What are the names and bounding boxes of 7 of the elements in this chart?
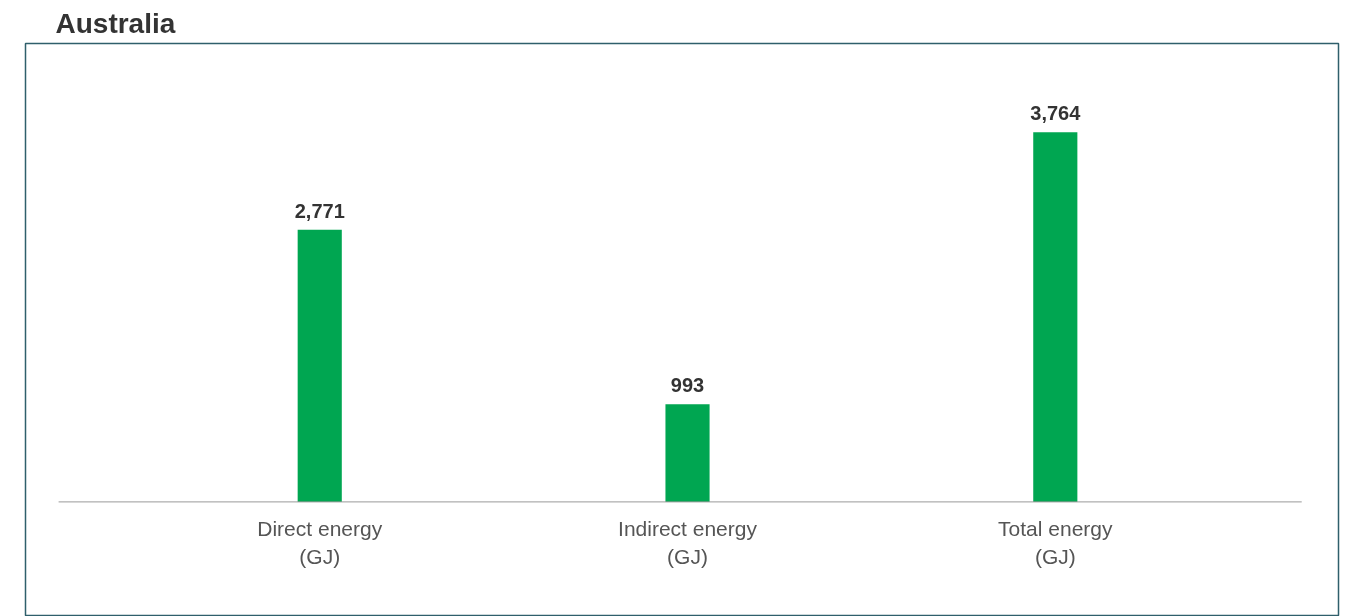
data-label: 3,764 bbox=[1030, 102, 1082, 125]
x-tick-label: Indirect energy (GJ) bbox=[618, 516, 758, 569]
data-label: 2,771 bbox=[294, 199, 345, 222]
x-tick-label: Direct energy (GJ) bbox=[257, 516, 383, 569]
x-tick-label: Total energy (GJ) bbox=[998, 516, 1114, 569]
chart-title: Australia bbox=[55, 7, 176, 39]
data-label: 993 bbox=[670, 374, 705, 397]
